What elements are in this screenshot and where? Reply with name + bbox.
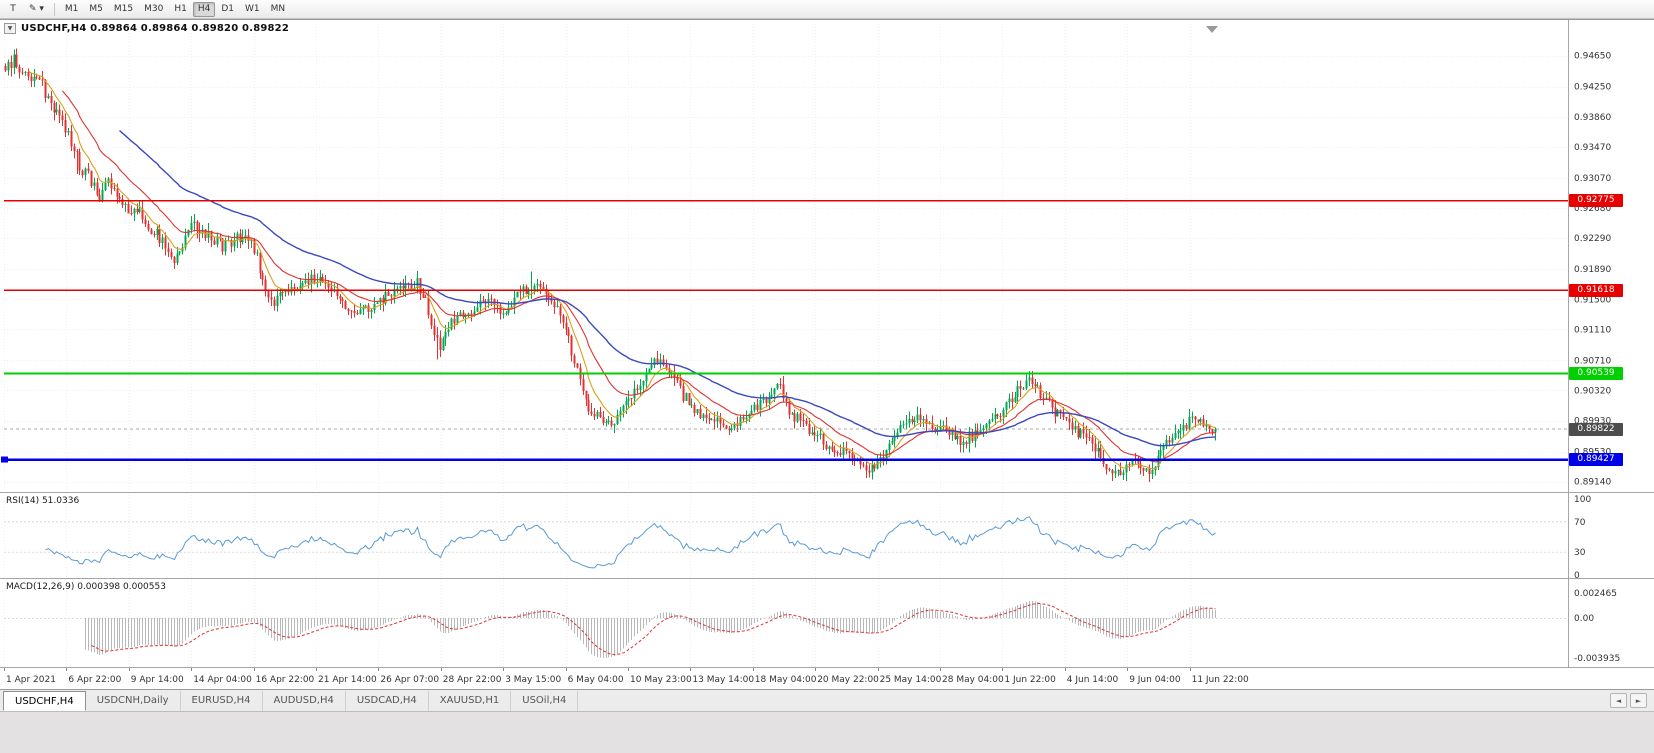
timeframe-button-w1[interactable]: W1: [245, 3, 260, 14]
tab-usdchf-h4[interactable]: USDCHF,H4: [3, 691, 86, 711]
bottom-strip: [0, 712, 1654, 753]
tab-audusd-h4[interactable]: AUDUSD,H4: [263, 691, 346, 711]
chart-tabs-bar: USDCHF,H4 USDCNH,Daily EURUSD,H4 AUDUSD,H4 U…: [0, 690, 1654, 712]
timeframe-button-d1[interactable]: D1: [221, 3, 235, 14]
tab-usdcad-h4[interactable]: USDCAD,H4: [346, 691, 429, 711]
timeframe-button-m5[interactable]: M5: [89, 3, 103, 14]
chart-window[interactable]: [0, 19, 1654, 690]
pointer-tool-button[interactable]: T: [10, 3, 16, 14]
tab-usoil-h4[interactable]: USOil,H4: [511, 691, 579, 711]
timeframe-button-m1[interactable]: M1: [64, 3, 79, 14]
toolbar-separator: [53, 2, 55, 16]
tab-scroll-right-button[interactable]: ►: [1630, 693, 1647, 708]
toolbar: T ✎ ▾ M1 M5 M15 M30 H1 H4 D1 W1 MN: [0, 0, 1654, 19]
timeframe-button-m15[interactable]: M15: [113, 3, 134, 14]
timeframe-button-m30[interactable]: M30: [144, 3, 164, 14]
timeframe-button-mn[interactable]: MN: [270, 3, 286, 14]
tab-usdcnh-daily[interactable]: USDCNH,Daily: [86, 691, 181, 711]
drawing-tools-button[interactable]: ✎ ▾: [29, 3, 44, 14]
tab-xauusd-h1[interactable]: XAUUSD,H1: [429, 691, 512, 711]
tab-scroll-left-button[interactable]: ◄: [1610, 693, 1627, 708]
timeframe-button-h1[interactable]: H1: [174, 3, 187, 14]
timeframe-button-h4[interactable]: H4: [192, 1, 216, 17]
tab-scroll-buttons: ◄ ►: [1610, 693, 1647, 708]
tab-eurusd-h4[interactable]: EURUSD,H4: [181, 691, 263, 711]
